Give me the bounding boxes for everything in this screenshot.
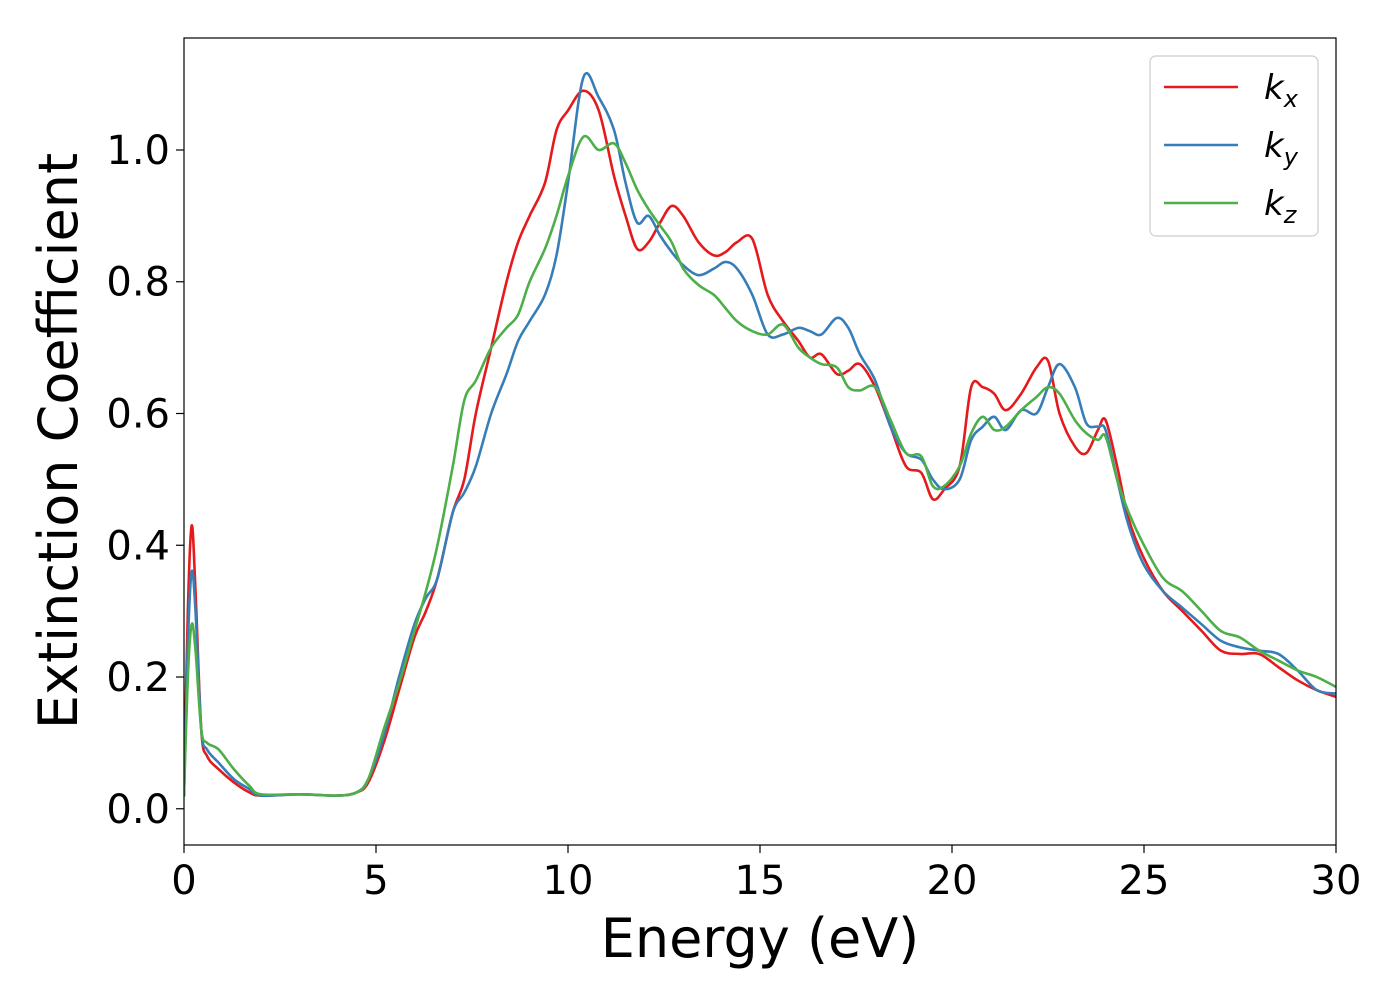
x-axis-label: Energy (eV)	[601, 907, 920, 970]
y-tick-label: 0.6	[106, 392, 170, 438]
series-line-kz	[184, 134, 1336, 797]
legend-label-ky: ky	[1264, 126, 1299, 171]
y-tick-label: 0.8	[106, 260, 170, 306]
x-tick-label: 10	[543, 858, 594, 904]
y-tick-label: 0.2	[106, 655, 170, 701]
y-tick-label: 0.0	[106, 787, 170, 833]
y-tick-label: 1.0	[106, 128, 170, 174]
x-tick-label: 30	[1311, 858, 1362, 904]
x-tick-label: 25	[1119, 858, 1170, 904]
legend: kx ky kz	[1149, 55, 1319, 237]
y-axis-label: Extinction Coefficient	[27, 153, 90, 729]
y-tick-label: 0.4	[106, 523, 170, 569]
legend-label-kz: kz	[1264, 184, 1298, 229]
x-tick-label: 5	[363, 858, 388, 904]
x-tick-label: 15	[735, 858, 786, 904]
series-layer	[184, 72, 1336, 798]
x-tick-label: 0	[171, 858, 196, 904]
legend-label-kx: kx	[1264, 68, 1299, 113]
x-axis-ticks: 0 5 10 15 20 25 30	[171, 845, 1361, 904]
y-axis-ticks: 0.0 0.2 0.4 0.6 0.8 1.0	[106, 128, 184, 833]
x-tick-label: 20	[927, 858, 978, 904]
